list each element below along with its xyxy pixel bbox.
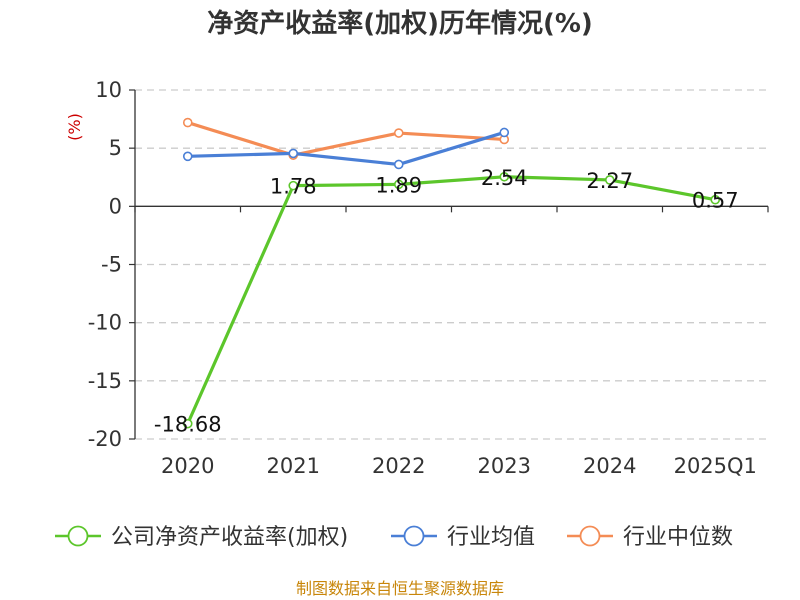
legend-label: 公司净资产收益率(加权)	[111, 525, 348, 550]
data-label: -18.68	[154, 413, 222, 437]
legend-item[interactable]: 公司净资产收益率(加权)	[55, 525, 348, 550]
data-point	[182, 117, 193, 128]
x-tick-label: 2025Q1	[674, 454, 757, 478]
series-line	[186, 175, 716, 425]
data-point	[393, 179, 404, 190]
data-point	[182, 418, 193, 429]
data-label: 1.78	[270, 175, 317, 199]
legend-marker-icon	[67, 525, 89, 547]
x-tick-label: 2024	[583, 454, 636, 478]
y-tick-label: 10	[95, 78, 122, 102]
y-tick-label: 5	[109, 136, 122, 160]
axes: 10 5 0 -5 -10 -15 -20 2020 2021 2022 2023 2024 2025Q…	[88, 78, 769, 478]
data-point	[710, 194, 721, 205]
legend-label: 行业中位数	[623, 525, 733, 550]
data-point	[288, 180, 299, 191]
legend-label: 行业均值	[447, 525, 535, 550]
data-label: 0.57	[692, 189, 739, 213]
data-point	[288, 148, 299, 159]
y-tick-label: -20	[88, 427, 122, 451]
y-tick-label: -5	[101, 253, 122, 277]
x-tick-label: 2022	[372, 454, 425, 478]
y-tick-label: -15	[88, 369, 122, 393]
legend-item[interactable]: 行业中位数	[567, 525, 733, 550]
data-point	[182, 151, 193, 162]
x-tick-label: 2023	[478, 454, 531, 478]
x-tick-label: 2020	[161, 454, 214, 478]
y-tick-label: -10	[88, 311, 122, 335]
y-axis-label: (%)	[65, 113, 84, 141]
series-line	[187, 130, 505, 167]
data-label: 2.27	[586, 169, 633, 193]
legend-marker-icon	[579, 525, 601, 547]
x-tick-label: 2021	[267, 454, 320, 478]
data-labels: -18.68 1.78 1.89 2.54 2.27 0.57	[154, 166, 739, 437]
legend-marker-icon	[403, 525, 425, 547]
grid-lines	[135, 89, 768, 440]
data-label: 1.89	[375, 173, 422, 197]
chart-title: 净资产收益率(加权)历年情况(%)	[207, 8, 593, 39]
legend[interactable]: 公司净资产收益率(加权) 行业均值 行业中位数	[55, 525, 733, 550]
data-point	[393, 128, 404, 138]
data-label: 2.54	[481, 166, 528, 190]
series-line	[187, 121, 505, 157]
y-tick-label: 0	[109, 194, 122, 218]
data-point	[499, 127, 510, 138]
source-note: 制图数据来自恒生聚源数据库	[296, 579, 504, 598]
data-point	[393, 159, 404, 170]
data-point	[499, 171, 510, 182]
legend-item[interactable]: 行业均值	[391, 525, 535, 550]
data-point	[604, 175, 615, 185]
series-lines	[182, 117, 721, 429]
